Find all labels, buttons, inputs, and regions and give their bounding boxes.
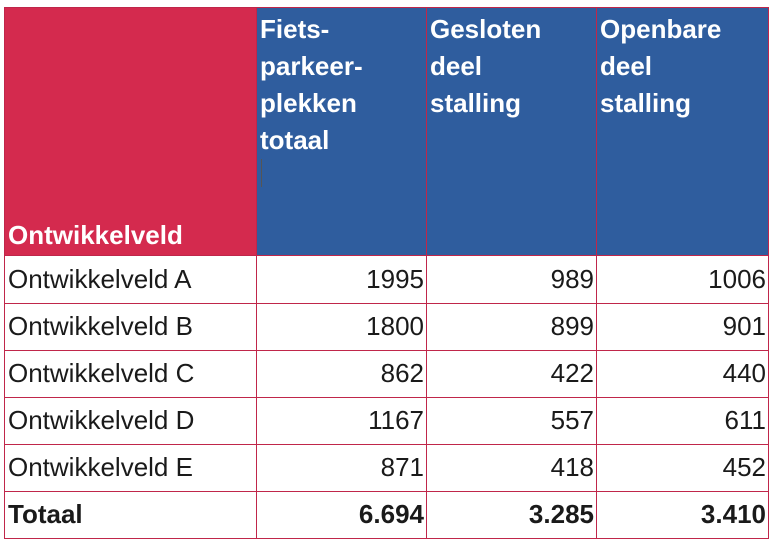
row-closed: 989 [426,255,597,304]
header-gesloten-deel-stalling: Gesloten deel stalling [426,6,597,257]
header-line: Fiets- [260,14,330,44]
row-name: Ontwikkelveld E [4,443,257,492]
table-row: Ontwikkelveld B 1800 899 901 [4,302,769,351]
header-line: plekken [260,88,357,118]
row-closed: 418 [426,443,597,492]
totals-closed: 3.285 [426,490,597,540]
table-row: Ontwikkelveld D 1167 557 611 [4,396,769,445]
totals-label: Totaal [4,490,257,540]
totals-total: 6.694 [256,490,427,540]
header-row: Ontwikkelveld Fiets- parkeer- plekken to… [4,6,769,257]
header-openbare-deel-stalling: Openbare deel stalling [596,6,769,257]
header-line: stalling [430,88,522,118]
totals-row: Totaal 6.694 3.285 3.410 [4,490,769,540]
bicycle-parking-table: Ontwikkelveld Fiets- parkeer- plekken to… [4,6,769,540]
row-open: 452 [596,443,769,492]
row-total: 1167 [256,396,427,445]
row-open: 440 [596,349,769,398]
header-line: Gesloten [430,14,542,44]
row-total: 1800 [256,302,427,351]
header-line: deel [430,51,483,81]
header-line: Openbare [600,14,722,44]
row-name: Ontwikkelveld B [4,302,257,351]
row-name: Ontwikkelveld A [4,255,257,304]
row-total: 1995 [256,255,427,304]
header-line: totaal [260,122,426,187]
row-open: 901 [596,302,769,351]
table-row: Ontwikkelveld E 871 418 452 [4,443,769,492]
header-line: deel [600,51,653,81]
totals-open: 3.410 [596,490,769,540]
header-fietsparkeerplekken-totaal: Fiets- parkeer- plekken totaal [256,6,427,257]
row-closed: 422 [426,349,597,398]
table-row: Ontwikkelveld A 1995 989 1006 [4,255,769,304]
row-closed: 557 [426,396,597,445]
row-name: Ontwikkelveld C [4,349,257,398]
row-total: 862 [256,349,427,398]
text-cursor [261,159,262,187]
row-open: 1006 [596,255,769,304]
table-row: Ontwikkelveld C 862 422 440 [4,349,769,398]
header-line-text: totaal [260,125,330,155]
row-open: 611 [596,396,769,445]
row-total: 871 [256,443,427,492]
row-closed: 899 [426,302,597,351]
header-line: stalling [600,88,692,118]
header-line: parkeer- [260,51,363,81]
header-ontwikkelveld: Ontwikkelveld [4,6,257,257]
row-name: Ontwikkelveld D [4,396,257,445]
